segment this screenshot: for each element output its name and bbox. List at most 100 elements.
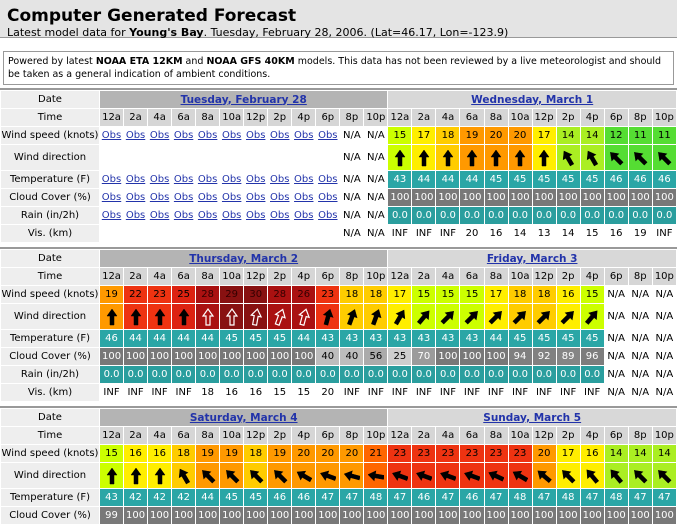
day-link[interactable]: Tuesday, February 28	[180, 93, 307, 106]
day-link[interactable]: Thursday, March 2	[189, 252, 299, 265]
value-cell: 45	[220, 489, 244, 506]
value-cell: 0.0	[604, 207, 628, 224]
value-cell: 44	[436, 171, 460, 188]
obs-link[interactable]: Obs	[125, 130, 146, 141]
obs-link[interactable]: Obs	[318, 210, 338, 221]
value-cell: 17	[412, 127, 436, 144]
arrow-icon	[391, 470, 409, 481]
value-cell: 100	[364, 507, 388, 524]
row-label: Wind direction	[1, 145, 99, 170]
day-link[interactable]: Wednesday, March 1	[471, 93, 594, 106]
row-label: Cloud Cover (%)	[1, 348, 99, 365]
obs-link[interactable]: Obs	[173, 210, 194, 221]
obs-link[interactable]: Obs	[270, 210, 290, 221]
direction-cell	[652, 463, 676, 488]
obs-link[interactable]: Obs	[245, 174, 266, 185]
obs-link[interactable]: Obs	[173, 130, 194, 141]
time-cell: 2a	[124, 268, 148, 285]
obs-link[interactable]: Obs	[101, 130, 122, 141]
obs-link[interactable]: Obs	[294, 192, 314, 203]
obs-link[interactable]: Obs	[197, 174, 218, 185]
obs-link[interactable]: Obs	[173, 174, 194, 185]
text-cell: Obs	[268, 207, 291, 224]
obs-link[interactable]: Obs	[221, 192, 242, 203]
obs-link[interactable]: Obs	[294, 130, 314, 141]
value-cell: 100	[508, 189, 532, 206]
wind-arrow	[440, 310, 454, 324]
text-cell: INF	[340, 384, 364, 401]
obs-link[interactable]: Obs	[101, 192, 122, 203]
obs-link[interactable]: Obs	[270, 174, 290, 185]
obs-link[interactable]: Obs	[149, 174, 170, 185]
obs-link[interactable]: Obs	[245, 210, 266, 221]
time-cell: 8p	[340, 109, 364, 126]
value-cell: 44	[172, 330, 196, 347]
arrow-icon	[346, 308, 358, 326]
value-cell: 47	[436, 489, 460, 506]
time-cell: 6p	[316, 268, 340, 285]
direction-cell	[604, 145, 628, 170]
value-cell: 47	[628, 489, 652, 506]
obs-link[interactable]: Obs	[125, 210, 146, 221]
obs-link[interactable]: Obs	[197, 130, 218, 141]
obs-link[interactable]: Obs	[173, 192, 194, 203]
value-cell: 20	[340, 445, 364, 462]
wind-arrow	[394, 149, 406, 166]
obs-link[interactable]: Obs	[318, 192, 338, 203]
obs-link[interactable]: Obs	[197, 210, 218, 221]
row-label: Date	[1, 250, 99, 267]
value-cell: 19	[100, 286, 124, 303]
obs-link[interactable]: Obs	[149, 210, 170, 221]
direction-cell	[388, 463, 412, 488]
title: Computer Generated Forecast	[7, 6, 297, 26]
time-cell: 8a	[196, 427, 220, 444]
obs-link[interactable]: Obs	[101, 174, 122, 185]
text-cell: Obs	[148, 171, 171, 188]
data-row: Vis. (km) N/A N/A INF INF INF 20 16 14 13 14 15 16 19…	[1, 225, 676, 242]
forecast-table: Date Thursday, March 2 Friday, March 3 Time…	[0, 247, 677, 402]
obs-link[interactable]: Obs	[245, 130, 266, 141]
direction-cell	[292, 463, 316, 488]
value-cell: 45	[508, 330, 532, 347]
day-link[interactable]: Sunday, March 5	[483, 411, 582, 424]
obs-link[interactable]: Obs	[149, 130, 170, 141]
time-cell: 6p	[316, 427, 340, 444]
row-label: Temperature (F)	[1, 171, 99, 188]
obs-link[interactable]: Obs	[270, 130, 290, 141]
obs-link[interactable]: Obs	[125, 174, 146, 185]
obs-link[interactable]: Obs	[318, 130, 338, 141]
value-cell: 45	[580, 171, 604, 188]
value-cell: 100	[604, 507, 628, 524]
value-cell: 42	[124, 489, 148, 506]
obs-link[interactable]: Obs	[270, 192, 290, 203]
obs-link[interactable]: Obs	[318, 174, 338, 185]
subtitle: Latest model data for Young's Bay. Tuesd…	[7, 26, 671, 40]
value-cell: 100	[244, 348, 268, 365]
value-cell: 20	[460, 225, 484, 242]
text-cell: N/A	[367, 210, 385, 221]
obs-link[interactable]: Obs	[125, 192, 146, 203]
time-cell: 12a	[388, 427, 412, 444]
obs-link[interactable]: Obs	[221, 210, 242, 221]
day-link[interactable]: Friday, March 3	[486, 252, 578, 265]
wind-arrow	[106, 308, 118, 325]
obs-link[interactable]: Obs	[221, 174, 242, 185]
direction-cell	[652, 145, 676, 170]
time-cell: 12a	[388, 109, 412, 126]
value-cell: 100	[484, 189, 508, 206]
obs-link[interactable]: Obs	[245, 192, 266, 203]
obs-link[interactable]: Obs	[101, 210, 122, 221]
arrow-icon	[560, 310, 575, 324]
arrow-icon	[274, 308, 286, 326]
text-cell: Obs	[292, 171, 315, 188]
obs-link[interactable]: Obs	[294, 174, 314, 185]
obs-link[interactable]: Obs	[294, 210, 314, 221]
day-link[interactable]: Saturday, March 4	[189, 411, 298, 424]
obs-link[interactable]: Obs	[221, 130, 242, 141]
data-row: Cloud Cover (%) Obs Obs Obs Obs Obs Obs Obs Obs O…	[1, 189, 676, 206]
wind-arrow	[464, 310, 478, 324]
obs-link[interactable]: Obs	[197, 192, 218, 203]
value-cell: 100	[652, 189, 676, 206]
value-cell: 45	[244, 489, 268, 506]
obs-link[interactable]: Obs	[149, 192, 170, 203]
